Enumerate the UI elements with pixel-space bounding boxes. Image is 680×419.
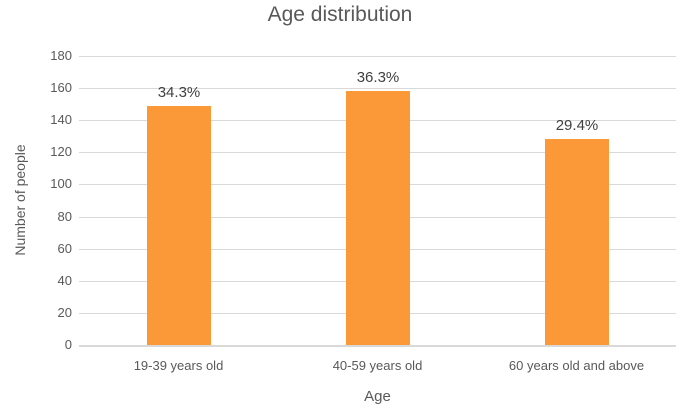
- x-axis-title: Age: [364, 388, 391, 405]
- x-category-label: 40-59 years old: [332, 358, 423, 373]
- x-category-label: 60 years old and above: [508, 358, 645, 373]
- y-tick-label: 20: [57, 305, 72, 320]
- y-tick-label: 0: [64, 337, 72, 352]
- plot-area: 34.3% 36.3% 29.4%: [79, 56, 676, 347]
- bar: [147, 106, 211, 345]
- bar: [545, 139, 609, 345]
- y-gridline: [79, 56, 676, 57]
- bar: [346, 91, 410, 345]
- y-tick-label: 100: [50, 176, 72, 191]
- y-tick-label: 40: [57, 273, 72, 288]
- y-tick-label: 120: [50, 144, 72, 159]
- x-category-label: 19-39 years old: [133, 358, 224, 373]
- bar-value-label: 29.4%: [555, 117, 599, 134]
- chart-title: Age distribution: [267, 3, 413, 26]
- y-gridline: [79, 88, 676, 89]
- y-tick-label: 140: [50, 112, 72, 127]
- y-tick-label: 160: [50, 80, 72, 95]
- bar-value-label: 36.3%: [356, 69, 400, 86]
- x-axis-category-labels: 19-39 years old 40-59 years old 60 years o…: [79, 357, 676, 375]
- y-tick-label: 80: [57, 209, 72, 224]
- y-axis-title: Number of people: [12, 144, 28, 256]
- y-tick-label: 60: [57, 241, 72, 256]
- y-tick-label: 180: [50, 48, 72, 63]
- bar-value-label: 34.3%: [157, 84, 201, 101]
